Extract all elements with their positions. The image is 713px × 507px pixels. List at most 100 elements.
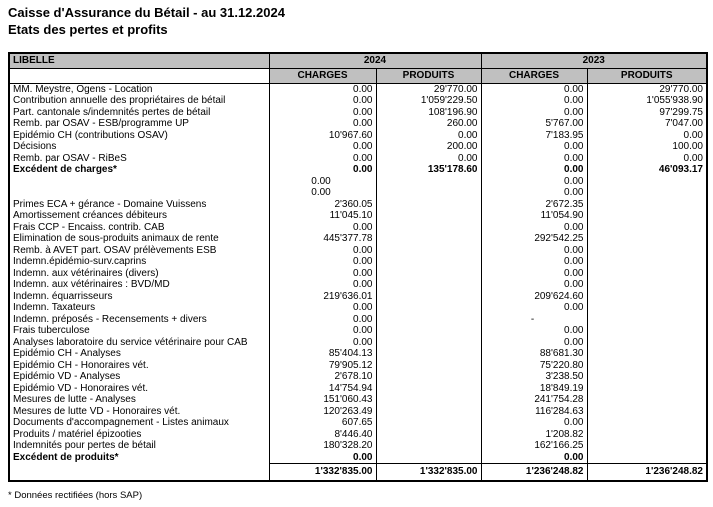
row-value bbox=[376, 440, 482, 452]
row-value: 0.00 bbox=[269, 175, 377, 187]
row-value: 219'636.01 bbox=[269, 290, 377, 302]
row-label: Excédent de produits* bbox=[9, 451, 270, 464]
row-value: 0.00 bbox=[269, 313, 377, 325]
totals-row: 1'332'835.00 1'332'835.00 1'236'248.82 1… bbox=[9, 463, 708, 481]
table-row: Elimination de sous-produits animaux de … bbox=[9, 233, 708, 245]
total-charges-2023: 1'236'248.82 bbox=[481, 463, 588, 481]
row-value: 0.00 bbox=[481, 152, 588, 164]
row-label: MM. Meystre, Ogens - Location bbox=[9, 83, 270, 95]
row-value bbox=[587, 290, 708, 302]
row-label: Elimination de sous-produits animaux de … bbox=[9, 233, 270, 245]
row-value bbox=[587, 279, 708, 291]
row-value: 0.00 bbox=[376, 129, 482, 141]
row-label: Documents d'accompagnement - Listes anim… bbox=[9, 417, 270, 429]
row-value: 607.65 bbox=[269, 417, 377, 429]
row-value: 100.00 bbox=[587, 141, 708, 153]
row-value bbox=[376, 210, 482, 222]
row-label: Part. cantonale s/indemnités pertes de b… bbox=[9, 106, 270, 118]
table-row: Excédent de produits* 0.00 0.00 bbox=[9, 451, 708, 464]
row-value bbox=[376, 244, 482, 256]
row-value: 97'299.75 bbox=[587, 106, 708, 118]
table-row: Epidémio VD - Honoraires vét. 14'754.94 18… bbox=[9, 382, 708, 394]
row-value: 8'446.40 bbox=[269, 428, 377, 440]
row-value: 11'054.90 bbox=[481, 210, 588, 222]
row-value bbox=[376, 428, 482, 440]
row-value bbox=[587, 198, 708, 210]
row-value bbox=[587, 394, 708, 406]
table-row: Remb. par OSAV - ESB/programme UP 0.00 260… bbox=[9, 118, 708, 130]
row-value: 0.00 bbox=[269, 95, 377, 107]
row-value bbox=[587, 451, 708, 464]
row-value bbox=[376, 359, 482, 371]
row-value: 116'284.63 bbox=[481, 405, 588, 417]
row-value: 0.00 bbox=[269, 187, 377, 199]
row-label: Epidémio CH (contributions OSAV) bbox=[9, 129, 270, 141]
row-value: 120'263.49 bbox=[269, 405, 377, 417]
row-label: Amortissement créances débiteurs bbox=[9, 210, 270, 222]
table-row: 0.00 0.00 bbox=[9, 175, 708, 187]
row-value: 29'770.00 bbox=[376, 83, 482, 95]
row-value bbox=[587, 175, 708, 187]
row-label: Mesures de lutte VD - Honoraires vét. bbox=[9, 405, 270, 417]
row-value: 0.00 bbox=[587, 129, 708, 141]
row-value: 18'849.19 bbox=[481, 382, 588, 394]
row-value bbox=[376, 256, 482, 268]
row-value bbox=[376, 405, 482, 417]
row-label: Indemn. aux vétérinaires (divers) bbox=[9, 267, 270, 279]
row-value bbox=[376, 302, 482, 314]
row-value: 0.00 bbox=[481, 141, 588, 153]
row-value: 29'770.00 bbox=[587, 83, 708, 95]
profit-loss-table: LIBELLE 2024 2023 CHARGES PRODUITS CHARG… bbox=[8, 52, 708, 482]
row-value bbox=[376, 198, 482, 210]
row-value bbox=[587, 256, 708, 268]
table-row: Indemn. préposés - Recensements + divers… bbox=[9, 313, 708, 325]
row-value: 0.00 bbox=[269, 302, 377, 314]
row-label: Contribution annuelle des propriétaires … bbox=[9, 95, 270, 107]
row-value bbox=[376, 267, 482, 279]
row-value bbox=[587, 267, 708, 279]
row-label: Décisions bbox=[9, 141, 270, 153]
table-row: Epidémio VD - Analyses 2'678.10 3'238.50 bbox=[9, 371, 708, 383]
row-value: 2'360.05 bbox=[269, 198, 377, 210]
table-row: Mesures de lutte VD - Honoraires vét. 120… bbox=[9, 405, 708, 417]
row-value: 445'377.78 bbox=[269, 233, 377, 245]
row-value: 2'672.35 bbox=[481, 198, 588, 210]
row-value bbox=[587, 417, 708, 429]
row-value bbox=[587, 405, 708, 417]
row-value: 0.00 bbox=[481, 302, 588, 314]
row-value: 0.00 bbox=[481, 451, 588, 464]
table-row: Epidémio CH - Analyses 85'404.13 88'681.30 bbox=[9, 348, 708, 360]
footnote: * Données rectifiées (hors SAP) bbox=[8, 490, 143, 501]
row-value: 0.00 bbox=[269, 325, 377, 337]
row-value: 200.00 bbox=[376, 141, 482, 153]
header-produits-2023: PRODUITS bbox=[586, 67, 708, 84]
row-value: 0.00 bbox=[481, 325, 588, 337]
row-value: 0.00 bbox=[481, 417, 588, 429]
row-value bbox=[376, 325, 482, 337]
row-value: 0.00 bbox=[269, 256, 377, 268]
table-row: Epidémio CH - Honoraires vét. 79'905.12 75… bbox=[9, 359, 708, 371]
row-value: 0.00 bbox=[269, 336, 377, 348]
row-value: 209'624.60 bbox=[481, 290, 588, 302]
table-row: Remb. à AVET part. OSAV prélèvements ESB… bbox=[9, 244, 708, 256]
row-value: 1'059'229.50 bbox=[376, 95, 482, 107]
table-row: Indemn. équarrisseurs 219'636.01 209'624.6… bbox=[9, 290, 708, 302]
row-label bbox=[9, 175, 270, 187]
total-charges-2024: 1'332'835.00 bbox=[269, 463, 377, 481]
table-row: Indemn. aux vétérinaires : BVD/MD 0.00 0.0… bbox=[9, 279, 708, 291]
row-value bbox=[376, 221, 482, 233]
row-label: Indemn. équarrisseurs bbox=[9, 290, 270, 302]
row-label: Epidémio VD - Honoraires vét. bbox=[9, 382, 270, 394]
row-value: - bbox=[481, 313, 588, 325]
row-value bbox=[587, 302, 708, 314]
row-label: Epidémio CH - Analyses bbox=[9, 348, 270, 360]
row-value: 0.00 bbox=[269, 164, 377, 176]
row-value: 162'166.25 bbox=[481, 440, 588, 452]
total-produits-2024: 1'332'835.00 bbox=[376, 463, 482, 481]
table-row: Part. cantonale s/indemnités pertes de b… bbox=[9, 106, 708, 118]
row-value bbox=[376, 187, 482, 199]
row-value bbox=[587, 187, 708, 199]
row-value bbox=[587, 440, 708, 452]
row-value: 260.00 bbox=[376, 118, 482, 130]
row-value: 85'404.13 bbox=[269, 348, 377, 360]
